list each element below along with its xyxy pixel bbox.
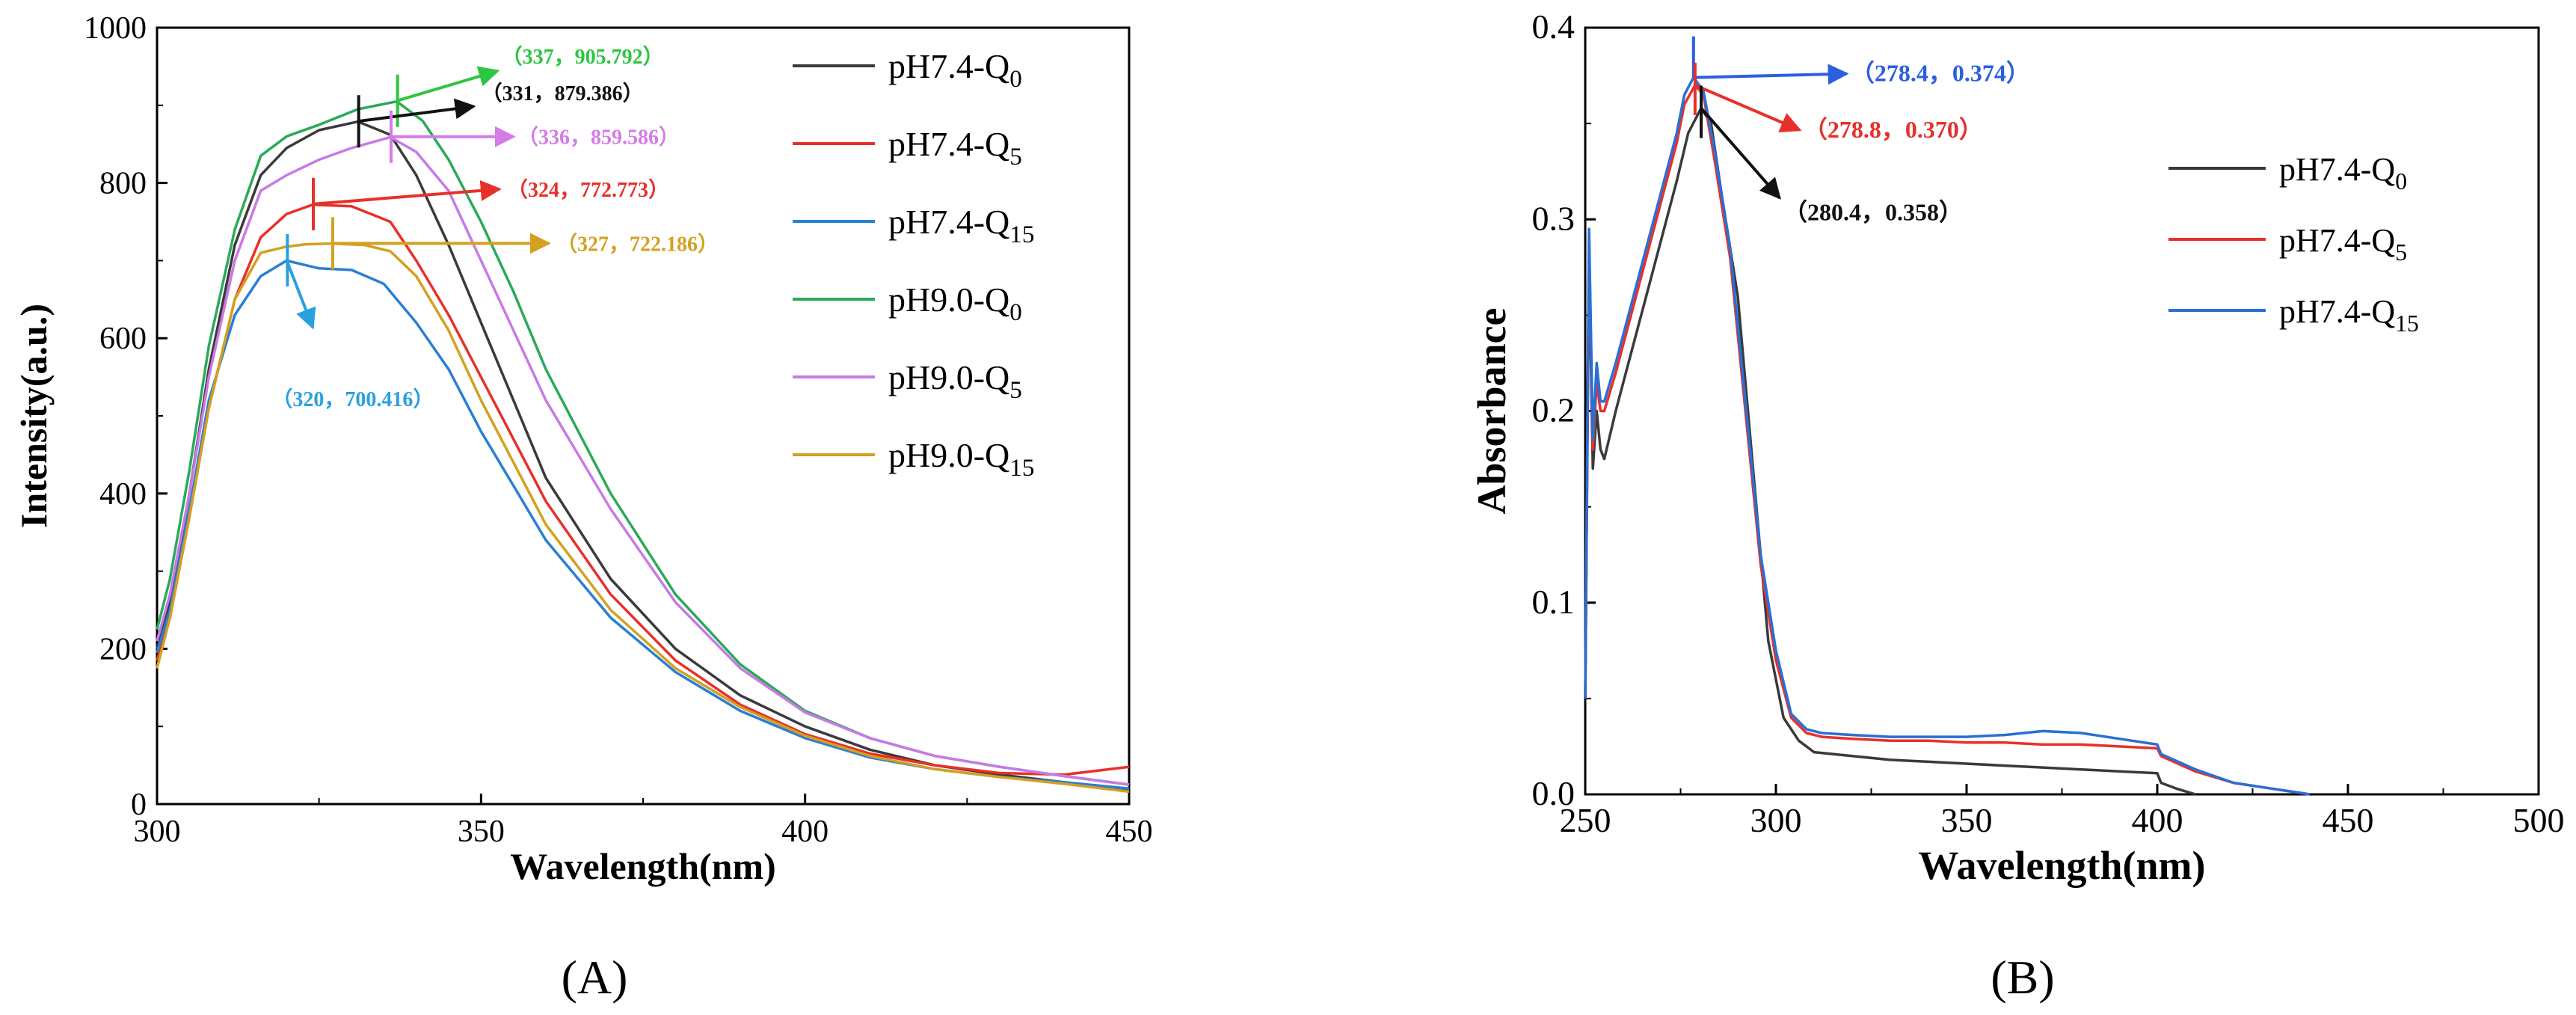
legend-entry-name: pH7.4-Q (2279, 151, 2395, 188)
series-line-ph7-4-q15 (156, 259, 1130, 790)
legend-entry: pH9.0-Q0 (888, 280, 1022, 326)
peak-annotation: （280.4，0.358） (1783, 199, 1963, 226)
legend-entry-name: pH9.0-Q (888, 436, 1009, 474)
y-tick-label: 600 (99, 322, 147, 356)
legend-entry: pH7.4-Q0 (888, 47, 1022, 93)
x-tick-label: 250 (1560, 801, 1611, 839)
legend-entry: pH7.4-Q15 (2279, 293, 2419, 337)
peak-arrow (1700, 107, 1781, 200)
y-tick-label: 1000 (84, 11, 147, 46)
series-line-ph7-4-q0 (156, 120, 1130, 792)
legend-entry-subscript: 0 (1009, 298, 1022, 326)
legend-entry-subscript: 5 (1009, 376, 1022, 404)
legend-entry-name: pH7.4-Q (2279, 222, 2395, 259)
legend-entry-name: pH9.0-Q (888, 280, 1009, 319)
peak-annotation: （337，905.792） (502, 44, 664, 69)
y-tick-label: 0.3 (1532, 199, 1576, 237)
panel-label: (A) (562, 951, 628, 1004)
x-tick-label: 350 (1941, 801, 1993, 839)
legend-entry-name: pH7.4-Q (888, 125, 1009, 163)
legend-entry-subscript: 0 (1009, 65, 1022, 93)
x-tick-label: 300 (134, 815, 181, 849)
y-tick-label: 0.2 (1532, 391, 1576, 429)
series-line-ph9-0-q5 (156, 135, 1130, 786)
legend-entry: pH7.4-Q0 (2279, 151, 2407, 194)
x-tick-label: 450 (2323, 801, 2374, 839)
legend-entry-subscript: 15 (1009, 454, 1034, 482)
peak-annotation: （278.8，0.370） (1804, 116, 1983, 143)
peak-annotation: （320，700.416） (271, 387, 434, 411)
y-tick-label: 0.4 (1532, 7, 1576, 46)
x-axis-label: Wavelength(nm) (510, 845, 776, 887)
legend-entry: pH9.0-Q15 (888, 436, 1034, 482)
legend-entry-name: pH7.4-Q (2279, 293, 2395, 330)
x-tick-label: 300 (1750, 801, 1802, 839)
peak-annotation: （336，859.586） (517, 125, 680, 150)
peak-arrow (285, 260, 316, 330)
legend: pH7.4-Q0pH7.4-Q5pH7.4-Q15pH9.0-Q0pH9.0-Q… (793, 47, 1034, 482)
x-tick-label: 400 (781, 815, 829, 849)
legend-entry-subscript: 0 (2395, 168, 2407, 194)
panel-label: (B) (1991, 951, 2054, 1004)
peak-arrow (357, 98, 476, 123)
y-tick-label: 0.1 (1532, 583, 1576, 621)
series-line-ph9-0-q15 (156, 242, 1130, 794)
plot-frame (1584, 26, 2540, 796)
legend-entry-name: pH7.4-Q (888, 47, 1009, 85)
peak-arrow (312, 180, 502, 206)
y-tick-label: 0 (131, 788, 147, 822)
legend-entry-name: pH9.0-Q (888, 358, 1009, 396)
panel-b-chart: 250 300 350 400 450 500 0.0 0.1 0.2 0.3 0.4 Wavelen… (1469, 7, 2565, 1004)
legend-entry-subscript: 15 (1009, 221, 1034, 248)
legend-entry-subscript: 15 (2395, 310, 2419, 337)
peak-annotation: （278.4，0.374） (1851, 60, 2030, 87)
peak-arrow (396, 66, 500, 102)
peak-annotation: （327，722.186） (556, 231, 719, 256)
legend-entry-name: pH7.4-Q (888, 203, 1009, 241)
y-axis-label: Absorbance (1469, 307, 1514, 514)
panel-a-chart: 300 350 400 450 0 200 400 600 800 1000 Wavelength(… (13, 11, 1153, 1004)
y-tick-label: 400 (99, 477, 147, 512)
peak-arrow (1693, 64, 1849, 85)
legend-entry: pH7.4-Q5 (888, 125, 1022, 171)
y-tick-label: 0.0 (1532, 774, 1576, 812)
legend-entry: pH9.0-Q5 (888, 358, 1022, 404)
x-tick-label: 450 (1106, 815, 1153, 849)
peak-arrow (1694, 84, 1802, 132)
series-line-ph7-4-q15 (1584, 76, 2311, 796)
legend-entry-subscript: 5 (2395, 239, 2407, 266)
x-axis-label: Wavelength(nm) (1919, 843, 2206, 888)
y-tick-label: 200 (99, 632, 147, 666)
series-line-ph7-4-q5 (1584, 84, 2311, 796)
legend-entry: pH7.4-Q5 (2279, 222, 2407, 266)
x-tick-label: 350 (458, 815, 505, 849)
peak-annotation: （324，772.773） (507, 177, 669, 202)
x-tick-label: 400 (2132, 801, 2183, 839)
y-tick-label: 800 (99, 167, 147, 201)
legend-entry: pH7.4-Q15 (888, 203, 1034, 248)
legend-entry-subscript: 5 (1009, 143, 1022, 171)
peak-annotation: （331，879.386） (482, 81, 644, 105)
y-axis-label: Intensity(a.u.) (13, 304, 55, 528)
x-tick-label: 500 (2513, 801, 2565, 839)
